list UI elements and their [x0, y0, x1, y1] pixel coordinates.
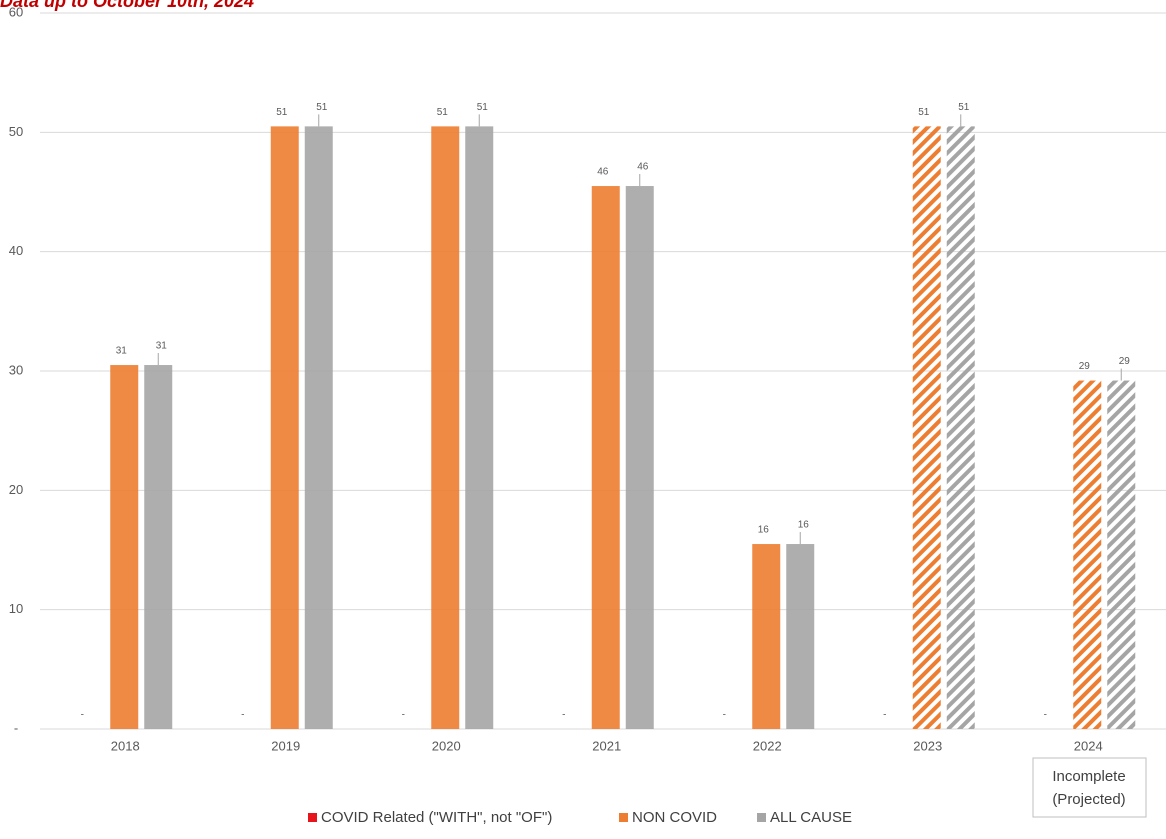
legend-label: COVID Related ("WITH", not "OF"): [321, 809, 552, 826]
legend-label: NON COVID: [632, 809, 717, 826]
data-label: -: [402, 710, 405, 721]
data-label: 51: [276, 107, 288, 118]
bar: [110, 365, 139, 729]
x-tick-label: 2019: [271, 738, 300, 753]
x-tick-label: 2024: [1074, 738, 1103, 753]
data-label: 31: [116, 346, 128, 357]
x-tick-label: 2023: [913, 738, 942, 753]
annotation: (Projected): [1052, 791, 1125, 808]
chart-title: Data up to October 10th, 2024: [0, 0, 254, 11]
x-tick-label: 2020: [432, 738, 461, 753]
bar: [465, 126, 494, 729]
y-tick-label: -: [14, 720, 18, 735]
bar: [591, 186, 620, 730]
data-label: -: [562, 710, 565, 721]
data-label: 29: [1119, 356, 1131, 367]
bar: [304, 126, 333, 729]
bar: [912, 126, 941, 729]
data-label: 51: [437, 107, 449, 118]
y-tick-label: 50: [9, 124, 23, 139]
data-label: -: [1044, 710, 1047, 721]
bar: [1073, 380, 1102, 729]
bar: [786, 544, 815, 729]
y-tick-label: 20: [9, 482, 23, 497]
y-tick-label: 30: [9, 362, 23, 377]
bar: [431, 126, 460, 729]
data-label: 51: [316, 102, 328, 113]
x-tick-label: 2022: [753, 738, 782, 753]
legend-swatch: [619, 813, 628, 822]
legend-swatch: [308, 813, 317, 822]
bar: [1107, 380, 1136, 729]
bar: [144, 365, 173, 729]
legend-label: ALL CAUSE: [770, 809, 852, 826]
data-label: 31: [156, 341, 168, 352]
data-label: 16: [798, 520, 810, 531]
bar: [946, 126, 975, 729]
data-label: 51: [958, 102, 970, 113]
data-label: 46: [597, 167, 609, 178]
bar: [270, 126, 299, 729]
bar: [625, 186, 654, 730]
data-label: -: [723, 710, 726, 721]
y-tick-label: 60: [9, 4, 23, 19]
x-tick-label: 2018: [111, 738, 140, 753]
data-label: 51: [477, 102, 489, 113]
data-label: -: [81, 710, 84, 721]
bar: [752, 544, 781, 729]
y-tick-label: 40: [9, 243, 23, 258]
data-label: -: [883, 710, 886, 721]
data-label: 29: [1079, 361, 1091, 372]
x-tick-label: 2021: [592, 738, 621, 753]
data-label: 46: [637, 162, 649, 173]
legend-swatch: [757, 813, 766, 822]
annotation: Incomplete: [1052, 768, 1125, 785]
data-label: 16: [758, 525, 770, 536]
y-tick-label: 10: [9, 601, 23, 616]
annotation-box: [1032, 757, 1147, 818]
data-label: -: [241, 710, 244, 721]
data-label: 51: [918, 107, 930, 118]
